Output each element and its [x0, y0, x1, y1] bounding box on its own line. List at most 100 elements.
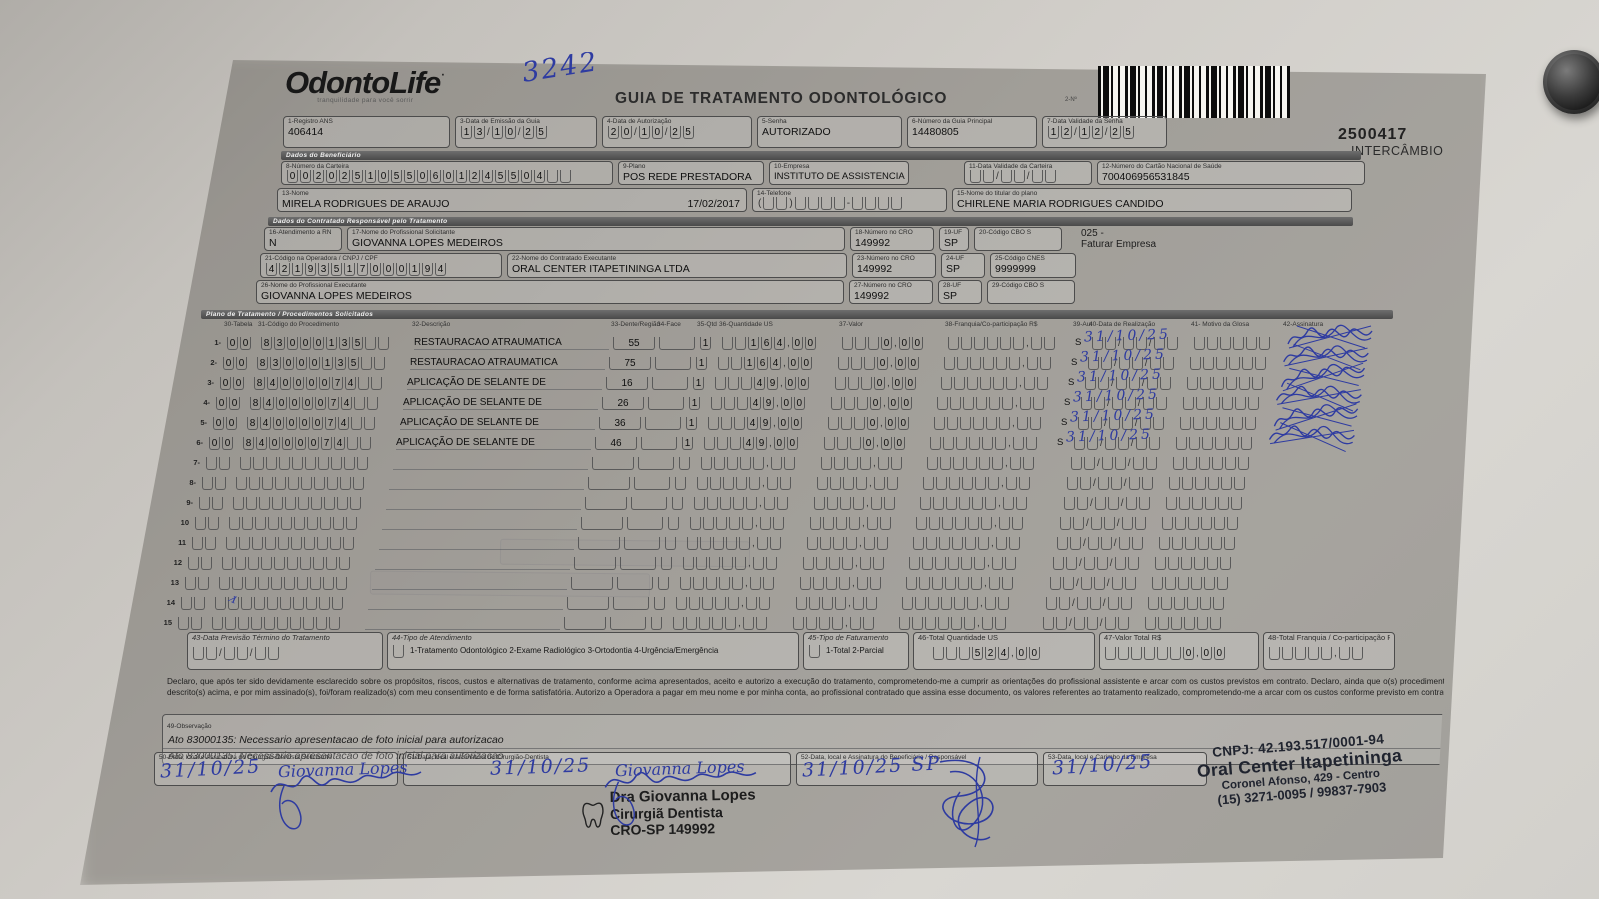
comb-cell [1308, 646, 1319, 660]
comb-cell [933, 646, 944, 660]
aut-flag: S [1075, 337, 1082, 348]
comb-cell [938, 617, 949, 630]
comb-cell [374, 357, 385, 370]
face-box [617, 577, 653, 590]
comb-cell [393, 644, 404, 658]
comb-separator: , [994, 518, 997, 529]
comb-cell: 1 [682, 437, 693, 450]
field-atendimento-rn: 16-Atendimento a RN N [264, 227, 342, 251]
comb-cell: 0 [269, 437, 280, 450]
comb-cell [1153, 337, 1165, 350]
comb-cell [307, 517, 318, 530]
comb-cell: 0 [777, 417, 789, 430]
comb-cell [865, 597, 877, 610]
comb-cell: 0 [874, 377, 885, 390]
us-comb: , [693, 497, 809, 510]
comb-cell: 4 [770, 357, 781, 370]
comb-cell [1032, 397, 1044, 410]
us-comb: , [686, 537, 802, 550]
comb-cell [687, 537, 698, 550]
tabela-comb [205, 457, 235, 470]
face-box [620, 557, 656, 570]
comb-cell [1011, 517, 1023, 530]
comb-cell [696, 557, 707, 570]
comb-cell [1242, 357, 1253, 370]
comb-separator: , [783, 358, 786, 369]
procedure-description: APLICAÇÃO DE SELANTE DE [400, 416, 595, 430]
comb-cell [1233, 337, 1244, 350]
tooth-box [571, 577, 613, 590]
comb-cell [836, 517, 847, 530]
us-comb: , [672, 617, 788, 630]
comb-cell [1202, 437, 1213, 450]
comb-cell [697, 477, 708, 490]
comb-cell [1170, 646, 1181, 660]
comb-cell [1224, 537, 1235, 550]
aut-flag: S [1064, 397, 1071, 408]
comb-cell [219, 577, 230, 590]
col-franquia: 38-Franquia/Co-participação R$ [945, 321, 1038, 328]
comb-cell [835, 377, 846, 390]
comb-cell [1013, 170, 1025, 183]
comb-separator: , [998, 498, 1001, 509]
comb-cell: 0 [887, 397, 899, 410]
faturar-codigo: 025 - [1081, 228, 1104, 239]
glosa-comb [1175, 437, 1263, 450]
comb-cell [357, 457, 368, 470]
comb-cell: 0 [280, 377, 291, 390]
procedure-description: APLICAÇÃO DE SELANTE DE [407, 376, 602, 390]
face-box [655, 357, 691, 370]
comb-cell [1063, 577, 1074, 590]
row-number: 1- [214, 338, 221, 347]
comb-cell [861, 377, 872, 390]
comb-cell [855, 337, 866, 350]
comb-cell [1000, 170, 1012, 183]
comb-cell [742, 517, 753, 530]
comb-cell [772, 517, 784, 530]
comb-cell: 5 [391, 170, 402, 183]
comb-separator: - [846, 198, 851, 209]
comb-cell [826, 577, 837, 590]
comb-cell [1216, 357, 1227, 370]
comb-cell [1159, 377, 1171, 390]
field-label: 16-Atendimento a RN [269, 229, 332, 236]
comb-cell [353, 477, 364, 490]
comb-cell [713, 537, 724, 550]
comb-cell [800, 577, 811, 590]
comb-cell [851, 357, 862, 370]
comb-cell [1012, 437, 1024, 450]
comb-cell [1295, 646, 1306, 660]
comb-cell: 0 [877, 357, 888, 370]
comb-cell: 4 [338, 417, 349, 430]
comb-cell [1091, 417, 1102, 430]
comb-cell [919, 577, 930, 590]
comb-cell [206, 457, 217, 470]
comb-cell [673, 617, 684, 630]
comb-cell [332, 597, 343, 610]
field-value: GIOVANNA LOPES MEDEIROS [261, 289, 412, 302]
procedure-row-9: 9- , , , / / [178, 492, 1253, 510]
comb-cell: 2 [279, 262, 290, 276]
comb-cell [899, 617, 910, 630]
comb-cell [1118, 357, 1130, 370]
comb-separator: , [738, 618, 741, 629]
comb-cell [1159, 537, 1170, 550]
signature-scribble [1268, 420, 1356, 454]
comb-cell [1225, 457, 1236, 470]
comb-cell [354, 397, 365, 410]
comb-cell [226, 537, 237, 550]
comb-cell: 7 [325, 417, 336, 430]
comb-cell [863, 537, 875, 550]
checkbox-comb [392, 644, 405, 658]
comb-cell [689, 597, 700, 610]
comb-cell [979, 457, 990, 470]
glosa-comb [1186, 377, 1274, 390]
observation-box: 49-Observação Ato 83000135: Necessario a… [162, 714, 1460, 765]
comb-separator: , [876, 438, 879, 449]
franquia-comb: , [943, 357, 1067, 370]
comb-cell [267, 597, 278, 610]
comb-cell [996, 357, 1007, 370]
